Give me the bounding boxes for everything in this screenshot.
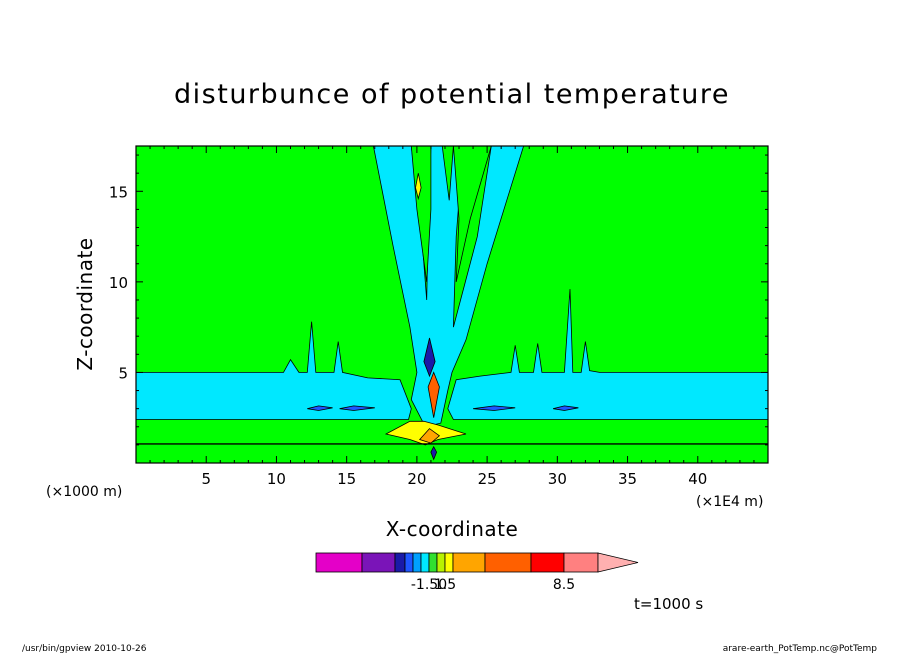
colorbar-arrow xyxy=(597,552,639,573)
x-tick-label: 30 xyxy=(548,470,567,488)
y-tick-label: 5 xyxy=(118,364,128,382)
cold-layer-left xyxy=(135,321,412,420)
warm-core xyxy=(418,428,441,444)
colorbar-bin xyxy=(484,552,532,573)
warm-spot xyxy=(415,173,422,201)
colorbar-bin xyxy=(452,552,486,573)
x-unit-right: (×1E4 m) xyxy=(696,494,763,510)
plot-area: 5 10 15 20 25 30 35 40 5 10 15 xyxy=(109,145,769,488)
x-tick-label: 20 xyxy=(407,470,426,488)
x-tick-label: 5 xyxy=(201,470,211,488)
colorbar-label: -1.50 xyxy=(411,577,447,593)
warm-core-upper xyxy=(427,371,440,418)
colorbar-bin xyxy=(394,552,406,573)
colorbar-bin xyxy=(428,552,438,573)
colorbar-bin xyxy=(563,552,599,573)
y-axis-label: Z-coordinate xyxy=(73,237,97,370)
x-tick-label: 40 xyxy=(688,470,707,488)
cold-spot-surface xyxy=(430,445,438,461)
colorbar: -1.501.5 8.5 xyxy=(315,552,639,593)
axis-ticks: 5 10 15 20 25 30 35 40 5 10 15 xyxy=(109,146,768,488)
colorbar-bin xyxy=(420,552,430,573)
colorbar-bin xyxy=(404,552,414,573)
contour-fills xyxy=(135,145,769,461)
x-unit-left: (×1000 m) xyxy=(46,484,122,500)
colorbar-bin xyxy=(412,552,422,573)
cold-lens xyxy=(553,405,579,411)
colorbar-label: 8.5 xyxy=(553,577,575,593)
x-tick-label: 15 xyxy=(337,470,356,488)
x-tick-label: 25 xyxy=(478,470,497,488)
cold-layer-right xyxy=(447,289,769,420)
y-tick-label: 15 xyxy=(109,183,128,201)
colorbar-bin xyxy=(444,552,454,573)
colorbar-bin xyxy=(315,552,363,573)
cold-lens xyxy=(473,405,516,411)
colorbar-label: 1.5 xyxy=(434,577,456,593)
cold-lens xyxy=(307,405,333,411)
x-tick-label: 35 xyxy=(618,470,637,488)
colorbar-bin xyxy=(436,552,446,573)
x-tick-label: 10 xyxy=(267,470,286,488)
footer-left: /usr/bin/gpview 2010-10-26 xyxy=(22,644,147,654)
y-tick-label: 10 xyxy=(109,274,128,292)
x-axis-label: X-coordinate xyxy=(386,517,519,541)
cold-lens xyxy=(339,405,375,411)
colorbar-bin xyxy=(530,552,565,573)
chart-title: disturbunce of potential temperature xyxy=(174,79,730,110)
colorbar-bin xyxy=(361,552,396,573)
time-label: t=1000 s xyxy=(634,595,703,613)
footer-right: arare-earth_PotTemp.nc@PotTemp xyxy=(723,644,878,654)
cold-core xyxy=(423,337,436,378)
plot-frame xyxy=(135,145,769,464)
